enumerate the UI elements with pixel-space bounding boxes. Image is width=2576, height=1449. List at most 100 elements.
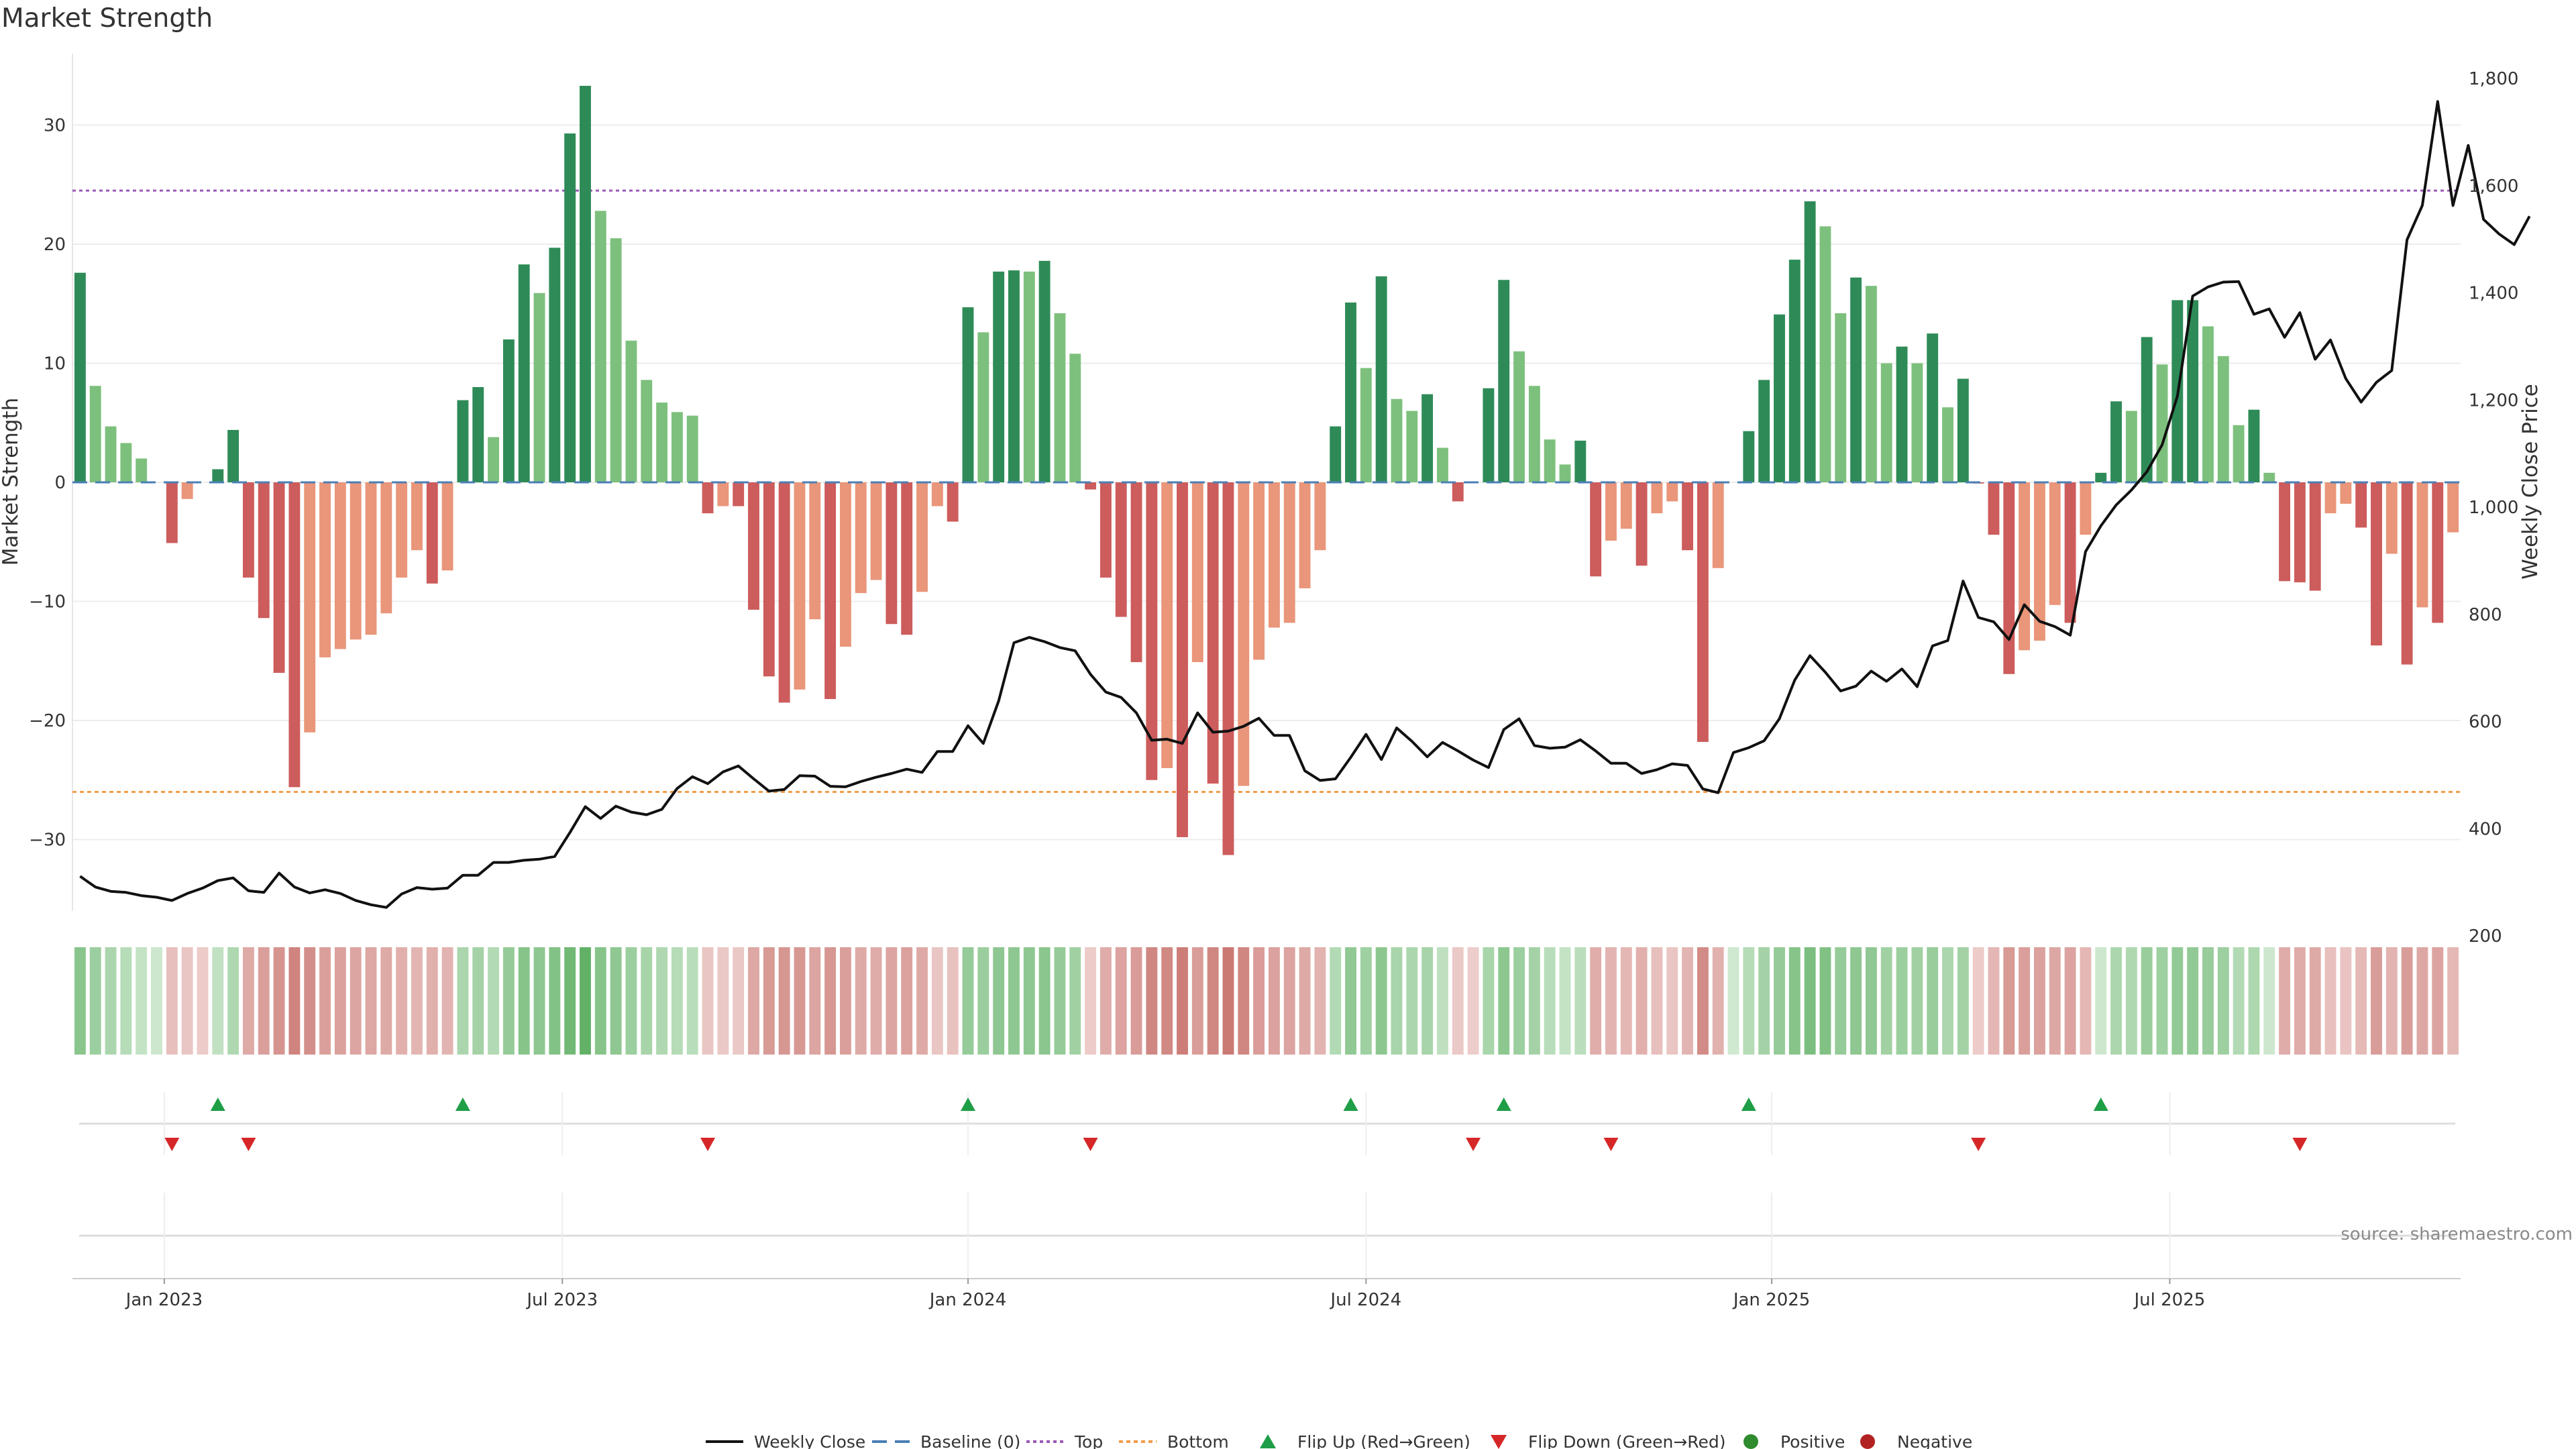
x-tick-label: Jan 2025 [1732,1290,1811,1310]
heat-cell [2233,947,2245,1055]
strength-bar [1283,482,1295,623]
strength-bar [2371,482,2382,646]
strength-bar [931,482,943,506]
heat-cell [564,947,576,1055]
strength-bar [2309,482,2321,591]
heat-cell [1544,947,1556,1055]
heat-cell [2033,947,2045,1055]
legend-label: Top [1074,1432,1103,1449]
heat-cell [2447,947,2459,1055]
strength-bar [717,482,729,506]
legend-label: Flip Up (Red→Green) [1297,1432,1470,1449]
heat-cell [1038,947,1051,1055]
heat-cell [1788,947,1801,1055]
strength-bar [1253,482,1265,660]
y-left-tick-label: 10 [44,354,66,374]
heat-cell [227,947,239,1055]
heat-cell [763,947,775,1055]
strength-bar [2416,482,2428,608]
heat-cell [885,947,898,1055]
heat-cell [197,947,209,1055]
x-tick-label: Jul 2023 [525,1290,598,1310]
strength-bar [166,482,178,543]
y-left-tick-label: −30 [29,830,66,851]
flip-up-marker [1741,1097,1756,1111]
heat-cell [855,947,867,1055]
heat-cell [1666,947,1678,1055]
heat-cell [518,947,530,1055]
strength-bar [947,482,959,522]
heat-cell [2003,947,2015,1055]
heat-cell [488,947,500,1055]
heat-cell [1712,947,1724,1055]
strength-bar [2033,482,2045,641]
strength-bar [1391,398,1403,482]
strength-bar [411,482,423,551]
legend-swatch [1743,1434,1758,1449]
strength-bar [334,482,346,649]
flip-up-marker [1496,1097,1511,1111]
y-right-tick-label: 600 [2469,712,2502,733]
heat-cell [1069,947,1081,1055]
heat-cell [1774,947,1785,1055]
heat-cell [334,947,346,1055]
heat-cell [1360,947,1372,1055]
x-tick-label: Jan 2023 [125,1290,203,1310]
strength-bar [1743,431,1755,482]
heat-cell [2156,947,2168,1055]
legend-weekly-close: Weekly Close [706,1432,865,1449]
heat-cell [1513,947,1525,1055]
flip-down-marker [241,1138,256,1151]
heat-cell [1146,947,1158,1055]
strength-bar [2110,401,2122,482]
strength-bar [610,238,622,482]
weekly-close-line [79,100,2531,909]
heat-cell [1345,947,1356,1055]
legend: Weekly Close Baseline (0) Top Bottom Flip Up… [706,1432,1972,1449]
heat-cell [977,947,989,1055]
heat-cell [1268,947,1280,1055]
heat-cell [1835,947,1847,1055]
heat-cell [441,947,453,1055]
strength-bar [2019,482,2031,651]
strength-bar [916,482,928,592]
heat-cell [2248,947,2260,1055]
strength-bar [380,482,392,614]
strength-bar [1819,226,1831,482]
strength-bar [2294,482,2306,583]
heat-cell [993,947,1005,1055]
heat-cell [947,947,959,1055]
heat-cell [396,947,408,1055]
strength-bar [809,482,821,620]
strength-bar [1896,346,1908,482]
strength-bar [656,402,668,482]
strength-bar [641,380,653,482]
strength-bar [350,482,362,640]
strength-bar [1008,270,1020,482]
flip-down-marker [1083,1138,1098,1151]
flip-up-marker [210,1097,225,1111]
heat-cell [89,947,101,1055]
heat-cell [2141,947,2153,1055]
heat-cell [2064,947,2076,1055]
strength-bar [89,386,101,482]
heat-cell [273,947,285,1055]
strength-bar [763,482,775,677]
strength-bar [2432,482,2444,623]
y-right-tick-label: 1,600 [2469,176,2518,197]
legend-flip-down: Flip Down (Green→Red) [1491,1432,1726,1449]
heat-cell [809,947,821,1055]
strength-bar [304,482,316,733]
heat-cell [2187,947,2199,1055]
strength-bar [1360,368,1372,482]
strength-bar [1299,482,1311,588]
strength-bar [1835,313,1847,482]
strength-bar [1804,201,1816,482]
strength-bar [839,482,851,647]
strength-bar [457,400,469,482]
heat-cell [549,947,561,1055]
source-note: source: sharemaestro.com [2341,1224,2573,1244]
heat-cell [365,947,377,1055]
strength-bar [1620,482,1632,529]
